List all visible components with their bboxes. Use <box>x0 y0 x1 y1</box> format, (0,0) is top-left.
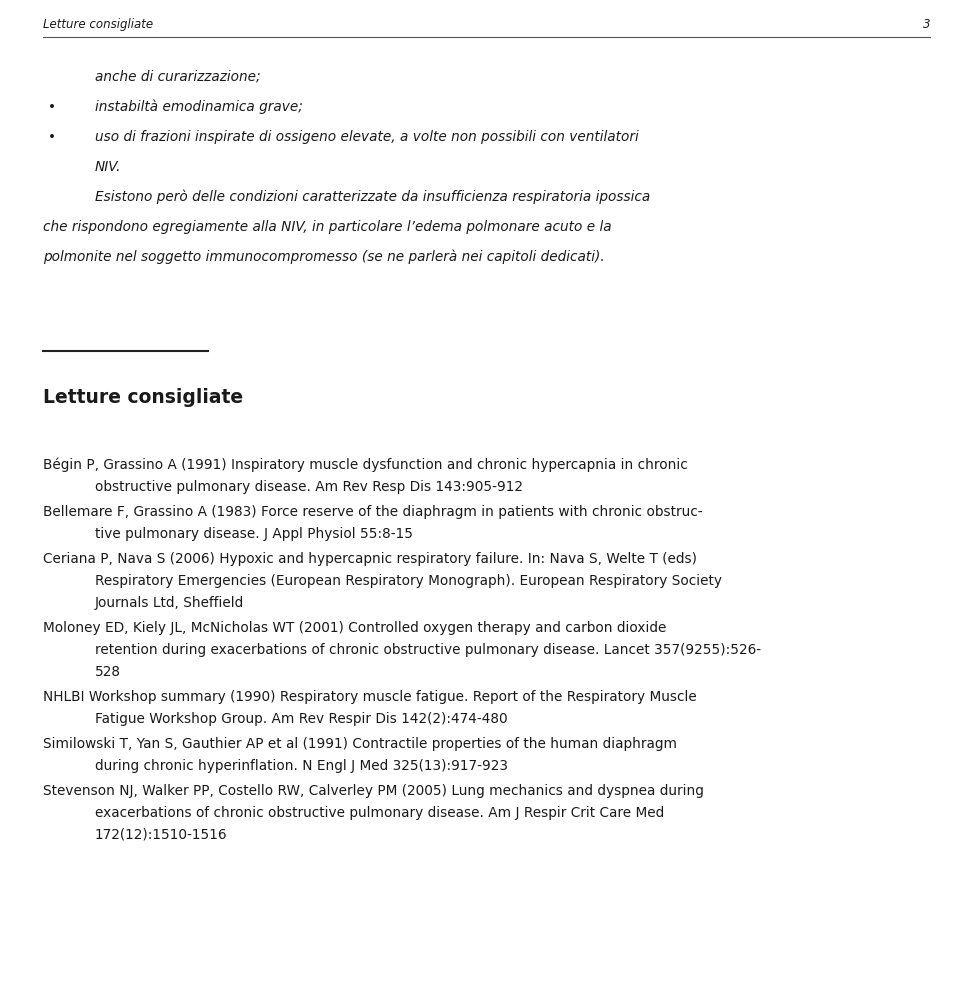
Text: Fatigue Workshop Group. Am Rev Respir Dis 142(2):474-480: Fatigue Workshop Group. Am Rev Respir Di… <box>95 711 508 725</box>
Text: Similowski T, Yan S, Gauthier AP et al (1991) Contractile properties of the huma: Similowski T, Yan S, Gauthier AP et al (… <box>43 736 677 750</box>
Text: Moloney ED, Kiely JL, McNicholas WT (2001) Controlled oxygen therapy and carbon : Moloney ED, Kiely JL, McNicholas WT (200… <box>43 621 666 634</box>
Text: Bellemare F, Grassino A (1983) Force reserve of the diaphragm in patients with c: Bellemare F, Grassino A (1983) Force res… <box>43 505 703 519</box>
Text: instabiltà emodinamica grave;: instabiltà emodinamica grave; <box>95 100 302 114</box>
Text: uso di frazioni inspirate di ossigeno elevate, a volte non possibili con ventila: uso di frazioni inspirate di ossigeno el… <box>95 129 638 143</box>
Text: NHLBI Workshop summary (1990) Respiratory muscle fatigue. Report of the Respirat: NHLBI Workshop summary (1990) Respirator… <box>43 689 697 703</box>
Text: Letture consigliate: Letture consigliate <box>43 18 154 31</box>
Text: during chronic hyperinflation. N Engl J Med 325(13):917-923: during chronic hyperinflation. N Engl J … <box>95 758 508 772</box>
Text: tive pulmonary disease. J Appl Physiol 55:8-15: tive pulmonary disease. J Appl Physiol 5… <box>95 527 413 541</box>
Text: Journals Ltd, Sheffield: Journals Ltd, Sheffield <box>95 596 244 610</box>
Text: 3: 3 <box>923 18 930 31</box>
Text: Ceriana P, Nava S (2006) Hypoxic and hypercapnic respiratory failure. In: Nava S: Ceriana P, Nava S (2006) Hypoxic and hyp… <box>43 552 697 566</box>
Text: •: • <box>48 100 56 114</box>
Text: NIV.: NIV. <box>95 159 122 174</box>
Text: anche di curarizzazione;: anche di curarizzazione; <box>95 70 260 84</box>
Text: Esistono però delle condizioni caratterizzate da insufficienza respiratoria ipos: Esistono però delle condizioni caratteri… <box>95 190 650 205</box>
Text: polmonite nel soggetto immunocompromesso (se ne parlerà nei capitoli dedicati).: polmonite nel soggetto immunocompromesso… <box>43 250 605 264</box>
Text: che rispondono egregiamente alla NIV, in particolare l’edema polmonare acuto e l: che rispondono egregiamente alla NIV, in… <box>43 220 612 234</box>
Text: retention during exacerbations of chronic obstructive pulmonary disease. Lancet : retention during exacerbations of chroni… <box>95 642 761 656</box>
Text: 528: 528 <box>95 664 121 678</box>
Text: obstructive pulmonary disease. Am Rev Resp Dis 143:905-912: obstructive pulmonary disease. Am Rev Re… <box>95 479 523 493</box>
Text: Letture consigliate: Letture consigliate <box>43 387 243 406</box>
Text: exacerbations of chronic obstructive pulmonary disease. Am J Respir Crit Care Me: exacerbations of chronic obstructive pul… <box>95 805 664 819</box>
Text: 172(12):1510-1516: 172(12):1510-1516 <box>95 827 228 842</box>
Text: Stevenson NJ, Walker PP, Costello RW, Calverley PM (2005) Lung mechanics and dys: Stevenson NJ, Walker PP, Costello RW, Ca… <box>43 783 704 797</box>
Text: •: • <box>48 129 56 143</box>
Text: Bégin P, Grassino A (1991) Inspiratory muscle dysfunction and chronic hypercapni: Bégin P, Grassino A (1991) Inspiratory m… <box>43 457 687 472</box>
Text: Respiratory Emergencies (European Respiratory Monograph). European Respiratory S: Respiratory Emergencies (European Respir… <box>95 574 722 588</box>
